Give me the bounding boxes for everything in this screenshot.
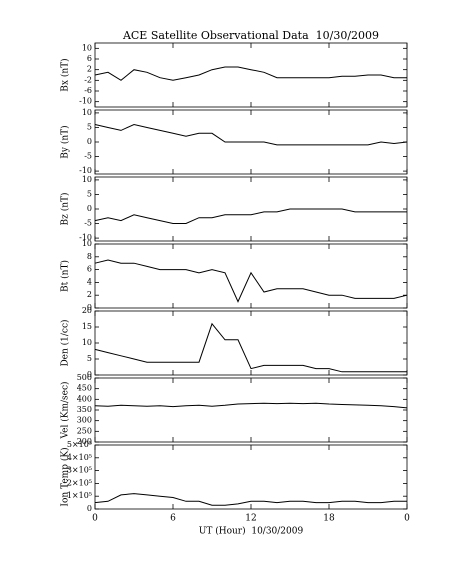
y-tick-label: -5 xyxy=(84,219,92,228)
y-tick-label: 20 xyxy=(82,306,92,315)
data-line xyxy=(94,123,408,146)
y-tick-label: -10 xyxy=(79,233,92,242)
data-line xyxy=(94,66,407,81)
y-tick-label: 10 xyxy=(82,239,92,248)
y-axis-label: Den (1/cc) xyxy=(60,319,71,366)
y-tick-label: 2 xyxy=(87,65,92,74)
y-tick-label: 4×10⁵ xyxy=(67,453,92,462)
y-tick-label: 450 xyxy=(77,384,92,393)
y-tick-label: 200 xyxy=(77,437,92,446)
y-tick-label: 6 xyxy=(87,265,92,274)
y-tick-label: -2 xyxy=(84,75,92,84)
y-tick-label: 2×10⁵ xyxy=(67,478,92,487)
y-tick-label: 10 xyxy=(82,338,92,347)
y-tick-label: 300 xyxy=(77,416,92,425)
y-tick-label: 5 xyxy=(87,354,92,363)
x-tick-label: 12 xyxy=(245,514,256,524)
data-line xyxy=(94,259,408,303)
y-tick-label: 1×10⁵ xyxy=(67,491,92,500)
y-tick-label: 500 xyxy=(77,373,92,382)
y-tick-label: 15 xyxy=(82,322,92,331)
data-line xyxy=(94,402,408,409)
y-tick-label: -6 xyxy=(84,86,92,95)
data-line xyxy=(94,493,407,506)
y-tick-label: -5 xyxy=(84,152,92,161)
y-tick-label: 5 xyxy=(87,189,92,198)
y-axis-label: Ion Temp (K) xyxy=(60,447,71,506)
y-axis-label: Bt (nT) xyxy=(60,260,71,292)
y-tick-label: 250 xyxy=(77,426,92,435)
chart-title: ACE Satellite Observational Data 10/30/2… xyxy=(122,29,379,42)
y-tick-label: 400 xyxy=(77,394,92,403)
y-tick-label: 10 xyxy=(82,175,92,184)
x-tick-label: 6 xyxy=(170,514,176,524)
y-tick-label: 0 xyxy=(87,504,92,513)
y-tick-label: 0 xyxy=(87,137,92,146)
x-tick-label: 0 xyxy=(404,514,410,524)
data-line xyxy=(94,208,407,224)
x-tick-label: 0 xyxy=(92,514,98,524)
y-tick-label: 350 xyxy=(77,405,92,414)
y-tick-label: -10 xyxy=(79,97,92,106)
y-tick-label: 0 xyxy=(87,204,92,213)
y-tick-label: 5×10⁵ xyxy=(67,440,92,449)
y-tick-label: 0 xyxy=(87,370,92,379)
y-tick-label: 10 xyxy=(82,43,92,52)
y-axis-label: Bz (nT) xyxy=(60,192,71,225)
y-tick-label: 8 xyxy=(87,252,92,261)
x-tick-label: 18 xyxy=(323,514,335,524)
data-line xyxy=(94,322,407,373)
x-axis-label: UT (Hour) 10/30/2009 xyxy=(199,526,304,537)
y-tick-label: -10 xyxy=(79,166,92,175)
y-tick-label: 5 xyxy=(87,122,92,131)
y-tick-label: 4 xyxy=(87,277,92,286)
y-tick-label: 3×10⁵ xyxy=(67,466,92,475)
y-tick-label: 10 xyxy=(82,108,92,117)
y-tick-label: 2 xyxy=(87,290,92,299)
y-axis-label: Bx (nT) xyxy=(60,58,71,91)
y-tick-label: 6 xyxy=(87,54,92,63)
y-tick-label: 0 xyxy=(87,303,92,312)
y-axis-label: Vel (Km/sec) xyxy=(60,381,71,439)
y-axis-label: By (nT) xyxy=(60,125,71,158)
